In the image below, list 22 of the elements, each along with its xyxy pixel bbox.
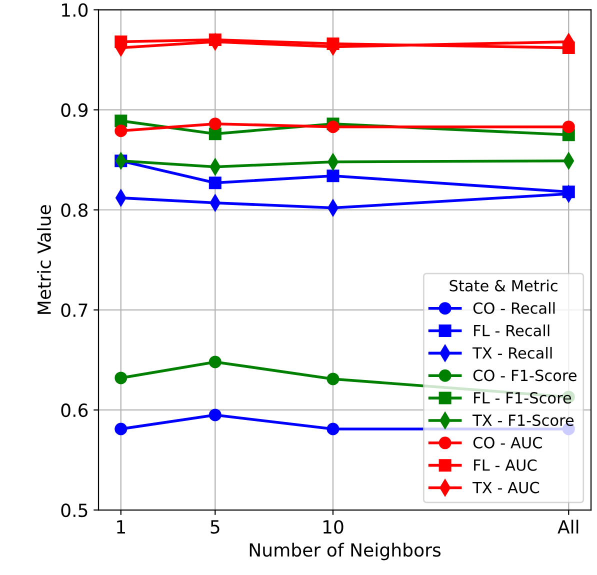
legend-label: CO - Recall (473, 302, 555, 314)
y-tick-label: 0.7 (61, 303, 88, 318)
y-tick-label: 1.0 (62, 3, 88, 17)
y-axis-title: Metric Value (37, 205, 52, 314)
legend-label: FL - F1-Score (474, 392, 572, 404)
x-axis-title: Number of Neighbors (250, 542, 441, 560)
legend-label: TX - Recall (472, 346, 552, 359)
y-tick-label: 0.6 (61, 403, 88, 418)
x-tick-label: 10 (323, 520, 344, 534)
legend-label: TX - F1-Score (472, 414, 574, 426)
legend-label: CO - F1-Score (473, 370, 576, 382)
y-tick-label: 0.8 (61, 203, 88, 217)
legend-label: TX - AUC (472, 482, 540, 494)
y-tick-label: 0.5 (61, 503, 88, 518)
legend-label: CO - AUC (473, 436, 542, 448)
legend-label: FL - Recall (474, 324, 550, 336)
legend-label: FL - AUC (474, 459, 537, 471)
x-tick-label: All (558, 520, 578, 534)
legend-title: State & Metric (450, 280, 558, 292)
y-tick-label: 0.9 (61, 103, 88, 117)
x-tick-label: 1 (117, 520, 125, 534)
x-tick-label: 5 (210, 520, 220, 534)
